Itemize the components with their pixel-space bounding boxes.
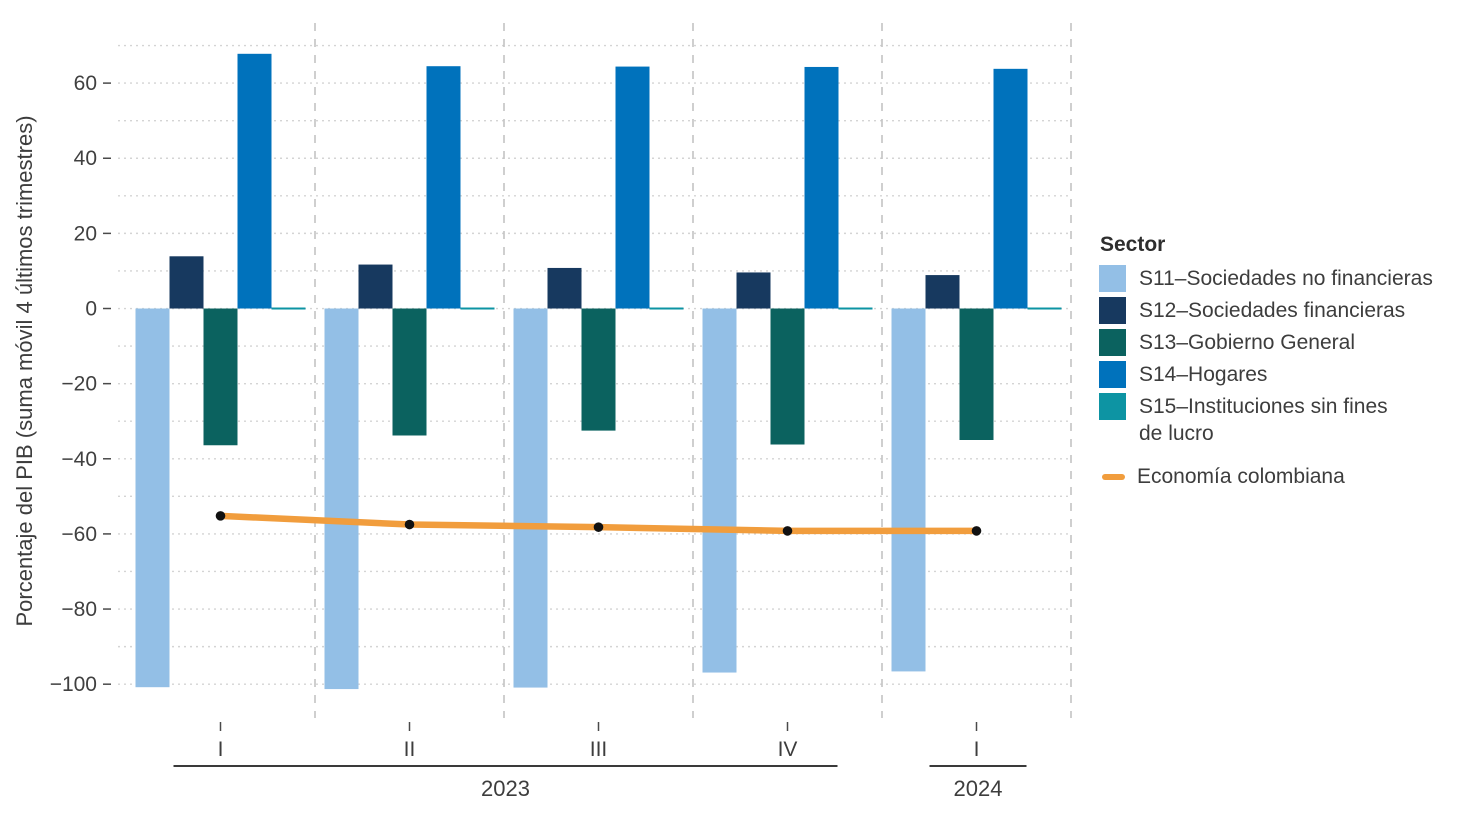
line-series-key-icon — [1102, 473, 1125, 480]
legend-label: S15–Instituciones sin fines de lucro — [1139, 395, 1388, 445]
legend: Sector S11–Sociedades no financieras S12–… — [1099, 233, 1477, 490]
y-tick-label: 60 — [74, 72, 97, 95]
legend-item-s11: S11–Sociedades no financieras — [1099, 265, 1477, 292]
legend-swatch-icon — [1099, 265, 1126, 292]
legend-swatch-icon — [1099, 297, 1126, 324]
legend-item-s12: S12–Sociedades financieras — [1099, 297, 1477, 324]
year-label: 2024 — [954, 776, 1003, 801]
x-tick-label: IV — [778, 738, 798, 761]
y-tick-label: −100 — [50, 673, 97, 696]
y-tick-label: −40 — [61, 448, 97, 471]
legend-items: S11–Sociedades no financieras S12–Socieda… — [1099, 265, 1477, 447]
legend-label: S13–Gobierno General — [1139, 331, 1355, 354]
legend-label: S14–Hogares — [1139, 363, 1268, 386]
legend-title: Sector — [1100, 233, 1166, 256]
trend-point — [782, 526, 793, 536]
bar-s13-g5 — [959, 308, 994, 440]
bar-s14-g3 — [615, 66, 650, 309]
y-axis-title: Porcentaje del PIB (suma móvil 4 últimos… — [12, 115, 37, 626]
legend-swatch-icon — [1099, 361, 1126, 388]
y-tick-label: 20 — [74, 222, 97, 245]
trend-point — [971, 526, 982, 536]
bar-s11-g2 — [324, 308, 359, 690]
x-tick-label: III — [590, 738, 608, 761]
bar-s15-g4 — [838, 307, 873, 310]
bar-s13-g4 — [770, 308, 805, 445]
trend-point — [404, 519, 415, 530]
bar-s14-g4 — [804, 66, 839, 309]
bar-s12-g2 — [358, 264, 393, 309]
bar-s12-g4 — [736, 272, 771, 309]
legend-label: S12–Sociedades financieras — [1139, 299, 1406, 322]
bar-s11-g4 — [702, 308, 737, 673]
y-tick-label: 0 — [85, 298, 97, 321]
bar-s15-g3 — [649, 307, 684, 310]
legend-swatch-icon — [1099, 329, 1126, 356]
legend-swatch-icon — [1099, 393, 1126, 420]
bar-s11-g3 — [513, 308, 548, 688]
y-tick-label: −80 — [61, 598, 97, 621]
bar-s11-g1 — [135, 308, 170, 688]
bar-s15-g5 — [1027, 307, 1062, 310]
legend-item-s15: S15–Instituciones sin fines de lucro — [1099, 393, 1477, 447]
bar-s12-g5 — [925, 275, 960, 309]
bar-s14-g5 — [993, 68, 1028, 309]
bar-s11-g5 — [891, 308, 926, 672]
legend-label-economia: Economía colombiana — [1137, 465, 1345, 488]
x-tick-label: I — [974, 738, 980, 761]
trend-point — [593, 522, 604, 532]
bar-s14-g2 — [426, 66, 461, 309]
bar-s12-g3 — [547, 267, 582, 309]
x-tick-label: I — [218, 738, 224, 761]
legend-item-s14: S14–Hogares — [1099, 361, 1477, 388]
trend-point — [215, 511, 226, 521]
bar-s14-g1 — [237, 53, 272, 309]
y-tick-label: −60 — [61, 523, 97, 546]
bar-s15-g1 — [271, 307, 306, 310]
x-tick-label: II — [404, 738, 416, 761]
bar-s15-g2 — [460, 307, 495, 310]
legend-item-economia: Economía colombiana — [1099, 463, 1477, 490]
y-tick-label: 40 — [74, 147, 97, 170]
bar-s13-g3 — [581, 308, 616, 431]
legend-label: S11–Sociedades no financieras — [1139, 267, 1433, 290]
y-tick-label: −20 — [61, 373, 97, 396]
year-label: 2023 — [481, 776, 530, 801]
bar-s13-g1 — [203, 308, 238, 446]
legend-item-s13: S13–Gobierno General — [1099, 329, 1477, 356]
bar-s13-g2 — [392, 308, 427, 436]
bar-s12-g1 — [169, 256, 204, 309]
